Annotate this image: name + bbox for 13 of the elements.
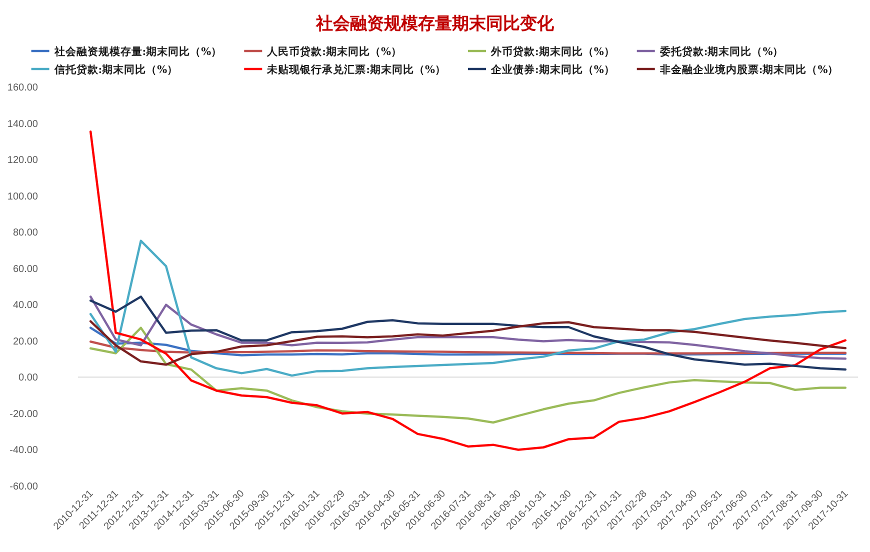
y-tick-label: 140.00: [7, 118, 38, 130]
y-tick-label: 40.00: [12, 300, 38, 312]
y-tick-label: 20.00: [12, 336, 38, 348]
y-tick-label: 120.00: [7, 155, 38, 166]
y-tick-label: 60.00: [12, 264, 38, 275]
y-tick-label: 80.00: [12, 228, 38, 239]
y-tick-label: -60.00: [10, 482, 38, 492]
y-tick-label: -20.00: [10, 408, 38, 420]
title: 社会融资规模存量期末同比变化: [316, 14, 554, 34]
y-tick-label: 0.00: [18, 372, 38, 384]
y-tick-label: 100.00: [7, 191, 38, 202]
y-tick-label: -40.00: [10, 445, 38, 456]
y-tick-label: 160.00: [7, 82, 38, 94]
